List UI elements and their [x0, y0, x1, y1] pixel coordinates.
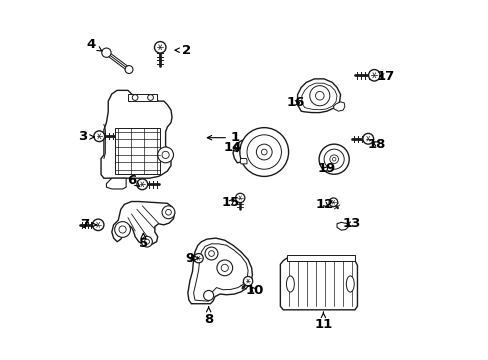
Circle shape	[203, 291, 213, 301]
Circle shape	[94, 131, 104, 141]
Circle shape	[315, 91, 324, 100]
Circle shape	[92, 219, 104, 230]
Circle shape	[162, 151, 169, 158]
Text: 18: 18	[367, 138, 386, 150]
Text: 10: 10	[245, 284, 263, 297]
Circle shape	[204, 247, 218, 260]
Circle shape	[261, 149, 266, 155]
Text: 8: 8	[203, 307, 213, 326]
Polygon shape	[112, 202, 174, 245]
Circle shape	[221, 264, 228, 271]
Circle shape	[309, 86, 329, 106]
Text: 2: 2	[175, 44, 191, 57]
Circle shape	[165, 210, 171, 215]
Circle shape	[125, 66, 133, 73]
Text: 4: 4	[86, 38, 102, 51]
Circle shape	[256, 144, 271, 160]
Circle shape	[243, 276, 252, 286]
Polygon shape	[336, 222, 348, 230]
Circle shape	[137, 179, 147, 190]
Circle shape	[132, 95, 138, 100]
Text: 13: 13	[342, 217, 361, 230]
Circle shape	[235, 193, 244, 203]
Text: 7: 7	[80, 218, 96, 231]
Circle shape	[158, 147, 173, 163]
Circle shape	[368, 69, 379, 81]
Circle shape	[208, 251, 214, 256]
Circle shape	[142, 236, 152, 247]
Polygon shape	[128, 94, 156, 101]
Polygon shape	[233, 140, 255, 163]
Circle shape	[239, 128, 288, 176]
Circle shape	[194, 253, 203, 263]
Polygon shape	[187, 238, 252, 304]
Circle shape	[332, 157, 335, 161]
Circle shape	[115, 222, 130, 237]
Polygon shape	[280, 258, 357, 310]
Polygon shape	[240, 158, 246, 164]
Text: 6: 6	[127, 174, 139, 186]
Polygon shape	[101, 90, 172, 178]
Circle shape	[102, 48, 111, 57]
Text: 19: 19	[317, 162, 335, 175]
Circle shape	[319, 144, 348, 174]
Text: 5: 5	[139, 233, 148, 250]
Text: 14: 14	[224, 141, 242, 154]
Polygon shape	[297, 79, 340, 113]
Text: 1: 1	[207, 131, 240, 144]
Text: 15: 15	[221, 196, 240, 209]
Polygon shape	[115, 128, 160, 174]
Circle shape	[144, 239, 149, 244]
Polygon shape	[193, 244, 247, 301]
Circle shape	[246, 135, 281, 169]
Polygon shape	[106, 178, 126, 189]
Circle shape	[329, 155, 338, 163]
Circle shape	[324, 149, 344, 169]
Text: 17: 17	[376, 69, 394, 82]
Polygon shape	[301, 83, 336, 110]
Circle shape	[147, 95, 153, 100]
Polygon shape	[333, 102, 344, 111]
Circle shape	[328, 198, 337, 207]
Circle shape	[162, 206, 175, 219]
Circle shape	[119, 226, 126, 233]
Ellipse shape	[346, 276, 353, 292]
Circle shape	[217, 260, 232, 276]
Text: 3: 3	[79, 130, 94, 144]
Circle shape	[154, 41, 165, 53]
Text: 9: 9	[185, 252, 198, 265]
Polygon shape	[286, 255, 354, 261]
Text: 12: 12	[315, 198, 334, 211]
Text: 16: 16	[285, 96, 304, 109]
Ellipse shape	[286, 276, 294, 292]
Text: 11: 11	[314, 312, 332, 331]
Circle shape	[362, 134, 373, 144]
